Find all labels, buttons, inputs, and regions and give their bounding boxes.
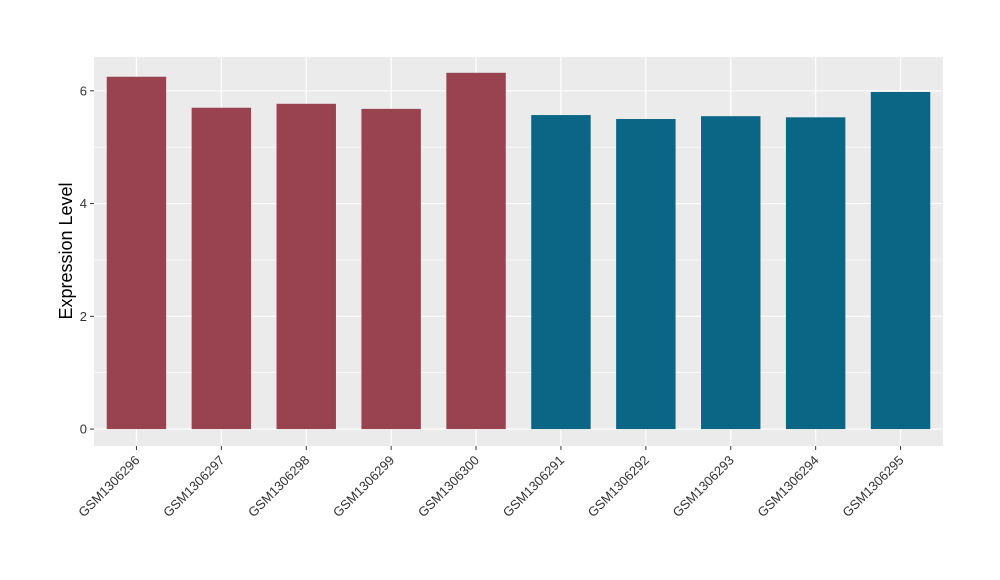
bar-GSM1306291 [531,115,591,430]
bar-GSM1306293 [701,116,761,430]
y-tick-label: 0 [80,422,87,437]
y-tick-label: 4 [80,196,87,211]
bar-GSM1306294 [785,117,846,430]
y-tick-label: 6 [80,83,87,98]
bar-GSM1306292 [616,119,676,430]
y-axis-title: Expression Level [56,182,76,319]
bar-GSM1306300 [446,72,506,430]
bar-GSM1306298 [276,103,336,430]
bars [106,72,931,430]
y-axis: 0 2 4 6 [80,83,94,437]
bar-GSM1306296 [106,76,167,430]
bar-GSM1306295 [870,91,931,430]
y-tick-label: 2 [80,309,87,324]
bar-GSM1306299 [361,108,421,430]
bar-GSM1306297 [191,107,252,430]
